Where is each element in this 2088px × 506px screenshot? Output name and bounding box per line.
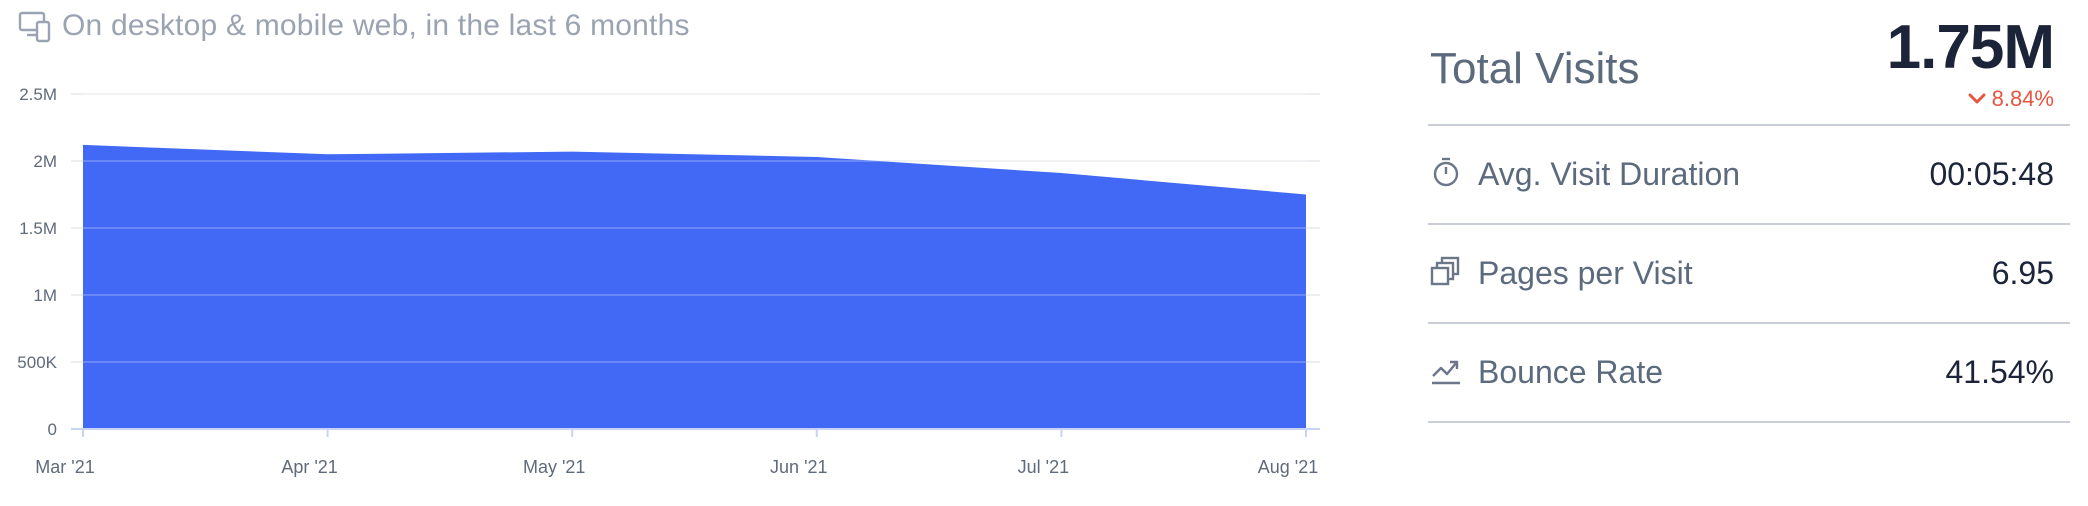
y-tick-label: 500K xyxy=(17,353,57,372)
metric-row-bounce-rate: Bounce Rate 41.54% xyxy=(1428,324,2070,423)
y-tick-label: 2.5M xyxy=(19,85,57,104)
total-visits-row: Total Visits 1.75M 8.84% xyxy=(1428,0,2070,126)
series-area xyxy=(83,144,1306,430)
total-visits-change-value: 8.84% xyxy=(1991,86,2054,111)
x-tick-label: Mar '21 xyxy=(35,457,94,477)
metric-label: Avg. Visit Duration xyxy=(1478,156,1741,192)
total-visits-label: Total Visits xyxy=(1430,44,1640,93)
chevron-down-icon xyxy=(1968,93,1986,104)
x-tick-label: Jun '21 xyxy=(770,457,827,477)
x-tick-label: Apr '21 xyxy=(281,457,337,477)
metric-value: 00:05:48 xyxy=(1929,156,2054,192)
stopwatch-icon xyxy=(1433,157,1459,187)
engagement-panel: Total Visits 1.75M 8.84% Avg. Visit Dura… xyxy=(1428,0,2070,506)
metric-value: 6.95 xyxy=(1991,255,2054,291)
total-visits-value: 1.75M xyxy=(1886,13,2055,82)
metric-value: 41.54% xyxy=(1945,354,2054,390)
pages-icon xyxy=(1430,256,1460,286)
chart-axes: 0 500K 1M 1.5M 2M 2.5M Mar '21 Apr '21 May '21 Ju… xyxy=(17,85,1320,477)
x-tick-label: Jul '21 xyxy=(1018,457,1069,477)
y-tick-label: 1M xyxy=(33,286,57,305)
metric-label: Bounce Rate xyxy=(1478,354,1664,390)
chart-subtitle: On desktop & mobile web, in the last 6 m… xyxy=(62,9,690,42)
y-tick-label: 2M xyxy=(33,152,57,171)
metric-row-pages-per-visit: Pages per Visit 6.95 xyxy=(1428,225,2070,324)
bounce-icon xyxy=(1432,360,1460,385)
total-visits-change: 8.84% xyxy=(1968,86,2054,112)
chart-series xyxy=(83,93,1306,430)
metric-row-avg-visit-duration: Avg. Visit Duration 00:05:48 xyxy=(1428,126,2070,225)
chart-header: On desktop & mobile web, in the last 6 m… xyxy=(18,4,690,48)
y-tick-label: 0 xyxy=(48,420,57,439)
x-tick-label: May '21 xyxy=(523,457,585,477)
x-tick-label: Aug '21 xyxy=(1258,457,1319,477)
visits-chart: 0 500K 1M 1.5M 2M 2.5M Mar '21 Apr '21 May '21 Ju… xyxy=(0,60,1340,500)
metric-label: Pages per Visit xyxy=(1478,255,1693,291)
y-tick-label: 1.5M xyxy=(19,219,57,238)
visits-area-chart: 0 500K 1M 1.5M 2M 2.5M Mar '21 Apr '21 May '21 Ju… xyxy=(17,85,1320,477)
devices-icon xyxy=(18,11,51,43)
